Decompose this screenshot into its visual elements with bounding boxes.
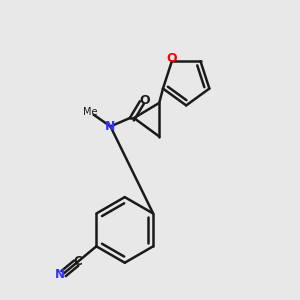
Text: Me: Me <box>83 107 98 117</box>
Text: O: O <box>140 94 150 107</box>
Text: O: O <box>167 52 177 65</box>
Text: N: N <box>55 268 65 281</box>
Text: N: N <box>105 120 116 133</box>
Text: C: C <box>73 255 82 268</box>
